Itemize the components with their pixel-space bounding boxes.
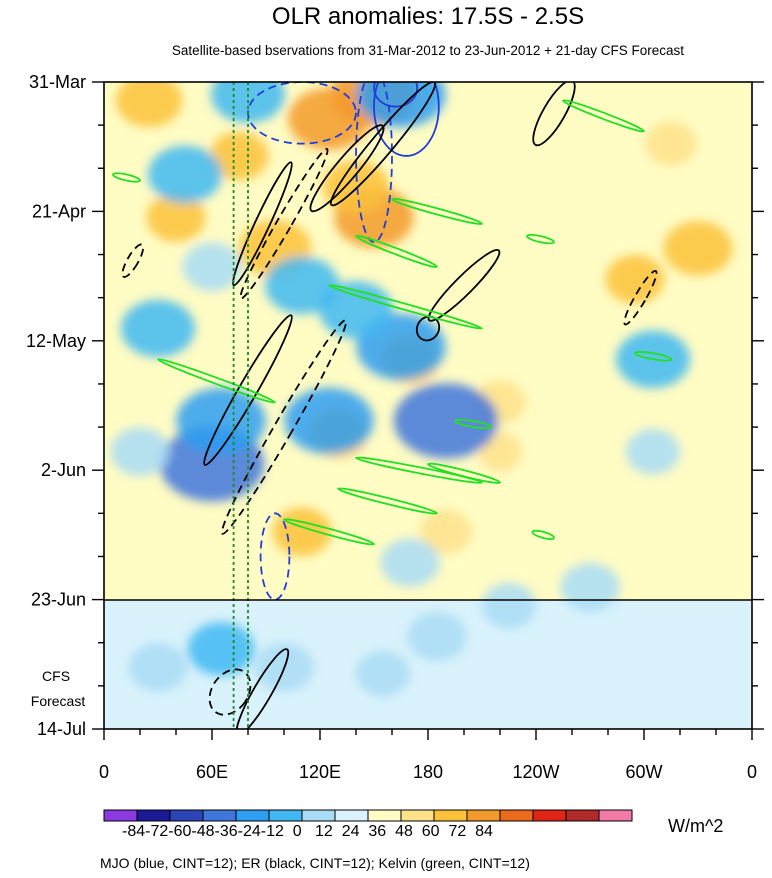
colorbar-tick-labels: -84-72-60-48-36-24-12 0 12 24 36 48 60 7… (122, 823, 493, 840)
colorbar-swatch (367, 809, 402, 822)
kelvin-contour (454, 418, 492, 430)
anomaly-blob (420, 509, 472, 554)
anomaly-blob (356, 650, 410, 697)
colorbar-swatch (565, 809, 600, 822)
colorbar-swatch (433, 809, 468, 822)
kelvin-contour (112, 172, 141, 183)
colorbar-swatch (301, 809, 336, 822)
anomaly-blob (482, 582, 536, 629)
mjo-contour (373, 82, 419, 108)
mjo-contour (373, 82, 440, 157)
colorbar-swatch (499, 809, 534, 822)
colorbar (103, 809, 633, 822)
er-contour (309, 124, 385, 213)
colorbar-swatch (400, 809, 435, 822)
anomaly-blob (147, 145, 223, 204)
er-contour (623, 269, 658, 326)
anomaly-blob (645, 121, 697, 166)
y-axis-labels: 31-Mar 21-Apr 12-May 2-Jun 23-Jun 14-Jul (26, 72, 86, 739)
y-tick-label: 21-Apr (32, 201, 86, 221)
er-contour (532, 82, 576, 147)
anomaly-blob (128, 643, 188, 692)
colorbar-swatch (169, 809, 204, 822)
er-contour (121, 243, 145, 278)
anomaly-blob (322, 160, 390, 214)
colorbar-swatch (598, 809, 633, 822)
colorbar-swatch (202, 809, 237, 822)
x-tick-label: 60E (196, 762, 228, 782)
anomaly-blob (380, 538, 440, 587)
kelvin-contour (337, 487, 438, 515)
anomaly-blob (560, 562, 620, 612)
forecast-label-line-2: Forecast (31, 693, 86, 709)
x-tick-label: 180 (413, 762, 443, 782)
x-tick-label: 120W (512, 762, 559, 782)
anomaly-blob (284, 387, 374, 455)
colorbar-swatch (268, 809, 303, 822)
y-tick-label: 2-Jun (41, 460, 86, 480)
kelvin-contour (531, 529, 555, 541)
x-tick-label: 0 (747, 762, 757, 782)
anomaly-blob (272, 507, 332, 557)
er-contour (235, 648, 290, 729)
er-contour (203, 314, 293, 466)
anomaly-blob (356, 82, 446, 128)
anomaly-blob (209, 131, 269, 181)
er-contour (220, 319, 348, 535)
axis-ticks (92, 81, 764, 740)
kelvin-contours (112, 99, 672, 546)
anomaly-blob (187, 622, 255, 676)
y-tick-label: 14-Jul (37, 719, 86, 739)
colorbar-swatch (235, 809, 270, 822)
anomaly-blob (264, 256, 340, 315)
y-tick-label: 23-Jun (31, 590, 86, 610)
anomaly-blob (115, 82, 183, 127)
x-axis-labels: 0 60E 120E 180 120W 60W 0 (99, 762, 757, 782)
chart-title: OLR anomalies: 17.5S - 2.5S (272, 3, 584, 30)
er-contour (208, 668, 252, 716)
er-contour (232, 161, 293, 287)
kelvin-contour (283, 518, 375, 546)
anomaly-blob (407, 612, 467, 661)
y-tick-label: 12-May (26, 331, 86, 351)
x-tick-label: 0 (99, 762, 109, 782)
er-contour (427, 249, 501, 322)
colorbar-swatch (103, 809, 138, 822)
anomaly-blob (110, 427, 170, 476)
anomaly-blob (120, 299, 196, 358)
kelvin-contour (157, 358, 276, 404)
kelvin-contour (391, 197, 483, 225)
kelvin-contour (634, 351, 672, 362)
plot-area (104, 82, 752, 729)
kelvin-contour (427, 462, 501, 484)
er-contour (239, 148, 329, 300)
colorbar-swatch (466, 809, 501, 822)
mjo-contour (259, 512, 291, 601)
colorbar-swatch (334, 809, 369, 822)
colorbar-swatch (136, 809, 171, 822)
forecast-label: CFS Forecast (31, 668, 86, 709)
kelvin-contour (355, 234, 438, 269)
mjo-contour (355, 82, 393, 244)
y-tick-label: 31-Mar (29, 72, 86, 92)
x-tick-label: 120E (299, 762, 341, 782)
anomaly-blob (182, 242, 242, 292)
anomaly-blob (663, 221, 733, 276)
anomaly-blob (146, 193, 206, 242)
forecast-label-line-1: CFS (42, 668, 70, 684)
er-contours (121, 82, 658, 729)
kelvin-contour (526, 233, 555, 245)
anomaly-blob (626, 428, 680, 475)
colorbar-units: W/m^2 (668, 816, 723, 836)
anomaly-layer (110, 82, 733, 697)
anomaly-blob (393, 383, 499, 459)
x-tick-label: 60W (625, 762, 662, 782)
kelvin-contour (328, 284, 483, 330)
contour-legend: MJO (blue, CINT=12); ER (black, CINT=12)… (100, 855, 530, 871)
kelvin-contour (355, 456, 483, 484)
kelvin-contour (562, 99, 645, 133)
colorbar-swatch (532, 809, 567, 822)
chart-subtitle: Satellite-based bservations from 31-Mar-… (172, 43, 684, 58)
